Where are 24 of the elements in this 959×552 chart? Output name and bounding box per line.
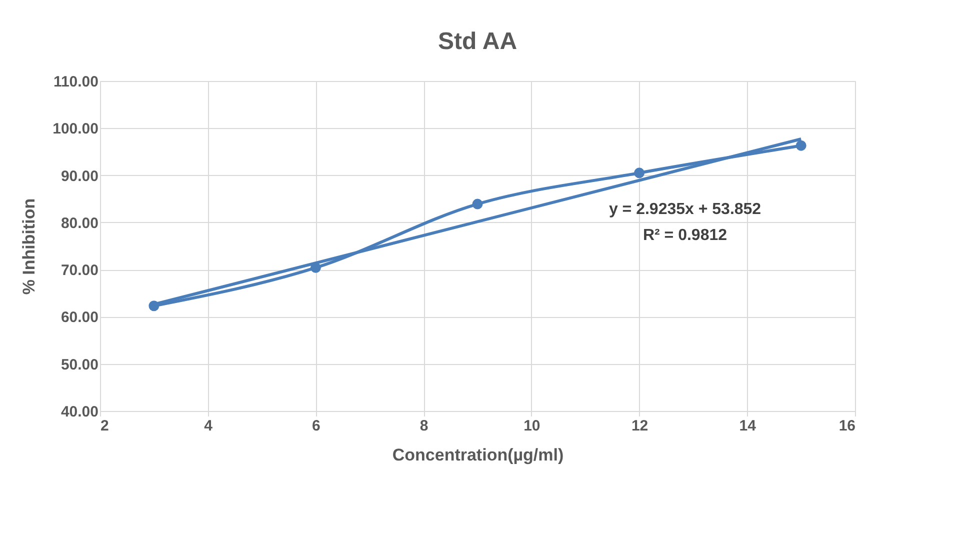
y-tick-label: 100.00 [52,120,98,138]
y-tick-label: 60.00 [60,309,98,326]
point [472,198,483,210]
y-tick-label: 70.00 [60,262,98,280]
x-tick-label: 4 [204,418,214,434]
chart-title: Std AA [438,28,518,55]
point [796,140,806,151]
point [634,168,645,178]
x-tick-label: 14 [739,418,757,434]
x-tick-label: 10 [524,418,540,434]
y-tick-label: 110.00 [53,74,98,90]
annotation: y = 2.9235x + 53.852 [608,201,762,218]
y-tick-label: 90.00 [60,168,98,185]
y-tick-label: 40.00 [60,404,98,420]
x-tick-label: 16 [838,418,856,434]
x-tick-label: 6 [312,418,320,434]
annotation: R² = 0.9812 [642,227,728,244]
x-tick-label: 2 [100,418,109,434]
y-axis-title: % Inhibition [20,198,39,295]
y-tick-label: 80.00 [60,214,98,232]
x-axis-title: Concentration(µg/ml) [392,446,564,464]
x-tick-label: 8 [420,418,428,434]
x-tick-label: 12 [631,418,648,434]
y-tick-label: 50.00 [60,356,98,374]
